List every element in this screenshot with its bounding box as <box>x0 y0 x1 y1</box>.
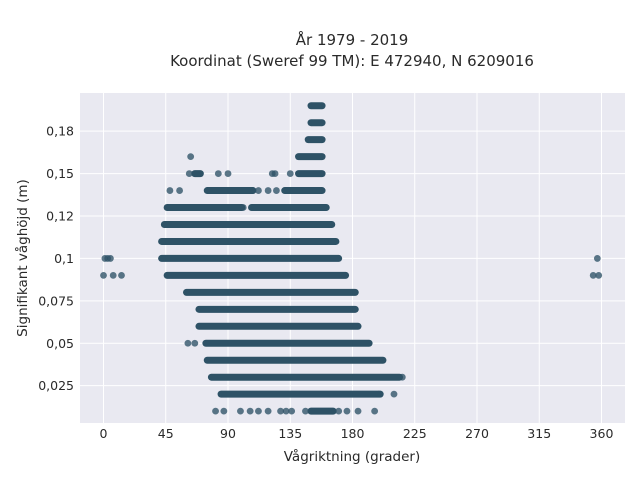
data-point <box>185 170 193 177</box>
x-tick-label: 270 <box>465 426 489 441</box>
data-point <box>282 407 290 415</box>
x-tick-label: 315 <box>527 426 551 441</box>
data-point <box>255 407 262 415</box>
data-point <box>109 271 117 279</box>
data-point <box>255 187 262 194</box>
data-point <box>239 204 247 211</box>
data-point <box>273 187 280 194</box>
data-point <box>593 255 601 262</box>
data-point <box>176 187 183 194</box>
x-tick-label: 360 <box>590 426 614 441</box>
chart-title-line-1: År 1979 - 2019 <box>296 30 409 49</box>
data-point <box>118 271 125 279</box>
data-point <box>302 407 309 415</box>
data-point <box>371 407 379 415</box>
data-point <box>375 390 383 398</box>
x-tick-label: 45 <box>158 426 174 441</box>
data-point <box>354 407 362 415</box>
data-point <box>212 407 219 415</box>
data-point <box>271 170 279 177</box>
y-tick-label: 0,075 <box>38 293 74 308</box>
data-point <box>107 255 114 262</box>
y-tick-label: 0,15 <box>46 166 74 181</box>
x-axis-label: Vågriktning (grader) <box>284 448 421 465</box>
data-point <box>264 187 272 194</box>
x-tick-label: 90 <box>220 426 236 441</box>
data-point <box>286 170 294 177</box>
y-tick-label: 0,025 <box>38 378 74 393</box>
data-point <box>184 339 192 347</box>
data-point <box>264 407 272 415</box>
data-point <box>398 373 406 381</box>
x-tick-label: 135 <box>278 426 302 441</box>
y-tick-label: 0,18 <box>46 124 74 139</box>
data-point <box>589 271 597 279</box>
data-point <box>191 339 199 347</box>
data-point <box>246 407 254 415</box>
data-point <box>390 390 398 398</box>
data-point <box>214 170 222 177</box>
x-tick-label: 225 <box>403 426 427 441</box>
x-tick-label: 180 <box>341 426 365 441</box>
data-point <box>595 271 603 279</box>
y-tick-label: 0,05 <box>46 336 74 351</box>
data-point <box>277 407 284 415</box>
y-tick-label: 0,1 <box>54 251 74 266</box>
data-point <box>187 153 195 161</box>
data-point <box>288 407 296 415</box>
y-tick-label: 0,12 <box>46 209 74 224</box>
x-tick-label: 0 <box>100 426 108 441</box>
data-point <box>343 407 351 415</box>
data-point <box>220 407 228 415</box>
data-point <box>100 271 107 279</box>
x-axis-ticks: 0 45 90 135 180 225 270 315 360 <box>100 426 614 441</box>
data-point <box>166 187 174 194</box>
data-point <box>224 170 232 177</box>
y-axis-label: Signifikant våghöjd (m) <box>14 179 31 337</box>
data-point <box>335 407 343 415</box>
data-points <box>100 102 603 415</box>
y-axis-ticks: 0,025 0,05 0,075 0,1 0,12 0,15 0,18 <box>38 124 74 393</box>
data-point <box>237 407 244 415</box>
chart-title-line-2: Koordinat (Sweref 99 TM): E 472940, N 62… <box>170 52 534 70</box>
